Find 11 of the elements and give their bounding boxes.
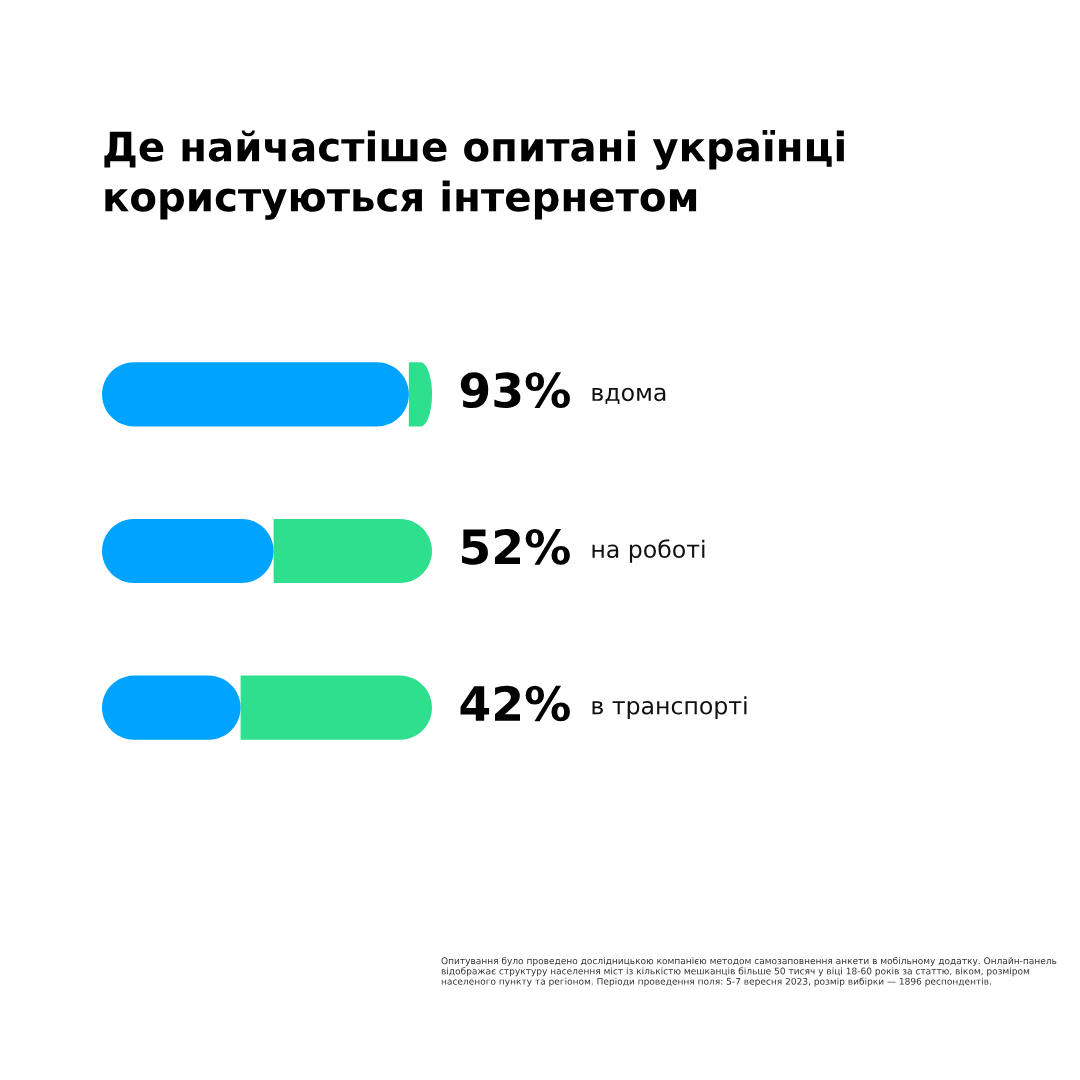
bar: [240, 675, 432, 740]
y-tick-label: вдома: [592, 387, 666, 405]
y-tick-label: в транспорті: [592, 696, 747, 720]
bar: [273, 518, 432, 584]
bar: [102, 362, 409, 427]
text: Опитування було проведено дослідницькою компанією методом самозаповнення анкети в мобільному додатку. Онлайн-панель відображає структуру населення міст із кількістю мешканців більше 50 тисяч у віці 18-60 років за статтю, віком, розміром населеного пункту та регіоном. Періоди проведення поля: 5-7 вересня 2023, розмір вибірки — 1896 респондентів.: [441, 957, 1057, 987]
data-label: 93%: [460, 372, 570, 409]
data-label: 52%: [462, 528, 570, 565]
chart-title: Де найчастіше опитані українці користуються інтернетом: [104, 130, 844, 220]
y-tick-label: на роботі: [592, 539, 705, 563]
data-label: 42%: [460, 685, 570, 722]
